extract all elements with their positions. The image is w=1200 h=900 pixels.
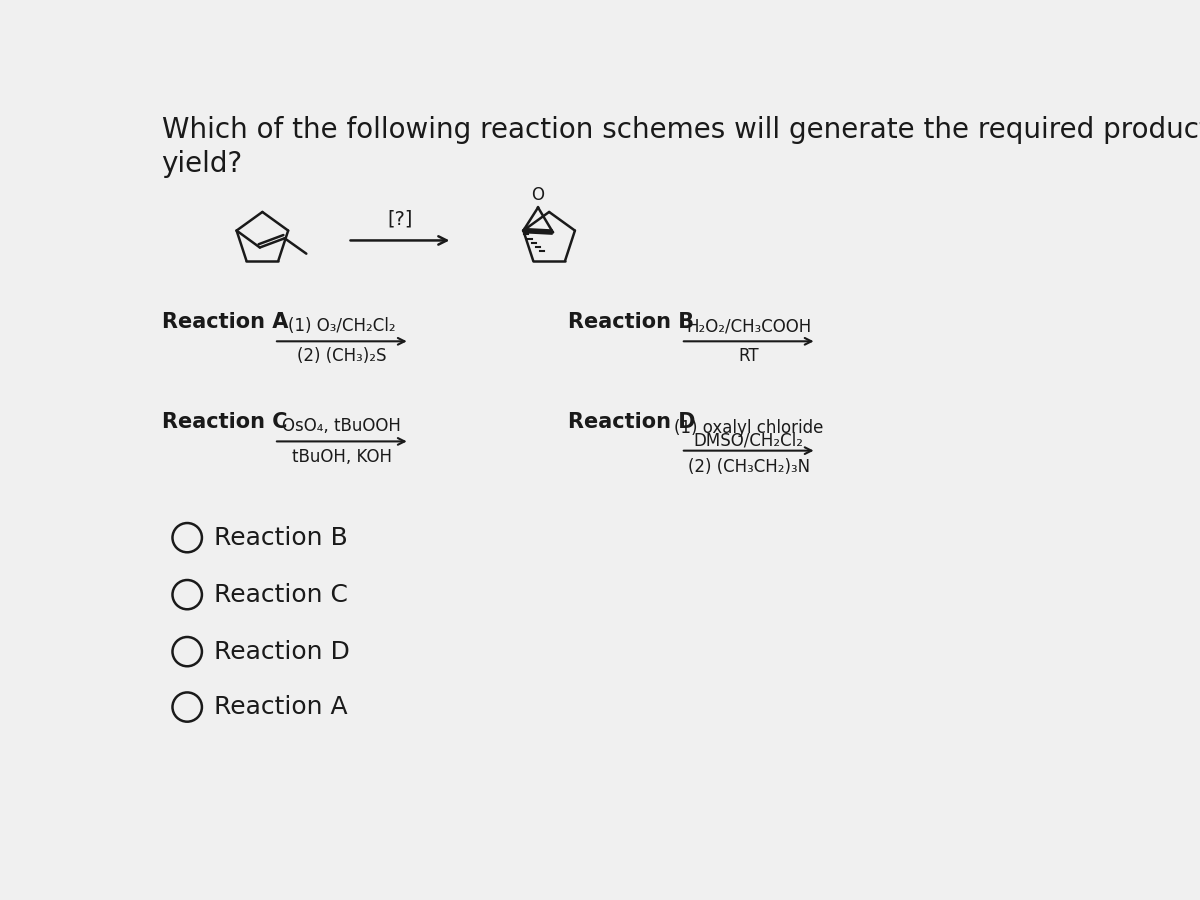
Text: Reaction D: Reaction D xyxy=(215,640,350,663)
Text: Reaction C: Reaction C xyxy=(215,582,348,607)
Text: Reaction C: Reaction C xyxy=(162,412,287,432)
Text: DMSO/CH₂Cl₂: DMSO/CH₂Cl₂ xyxy=(694,431,804,449)
Text: Reaction B: Reaction B xyxy=(215,526,348,550)
Text: RT: RT xyxy=(738,347,760,365)
Text: O: O xyxy=(532,185,545,203)
Text: Reaction B: Reaction B xyxy=(569,312,695,332)
Text: (2) (CH₃)₂S: (2) (CH₃)₂S xyxy=(298,347,386,365)
Text: [?]: [?] xyxy=(388,210,413,229)
Text: Reaction A: Reaction A xyxy=(162,312,288,332)
Text: (2) (CH₃CH₂)₃N: (2) (CH₃CH₂)₃N xyxy=(688,458,810,476)
Text: Reaction A: Reaction A xyxy=(215,695,348,719)
Text: yield?: yield? xyxy=(162,150,242,178)
Text: (1) oxalyl chloride: (1) oxalyl chloride xyxy=(674,418,823,436)
Text: OsO₄, tBuOOH: OsO₄, tBuOOH xyxy=(282,418,401,436)
Text: (1) O₃/CH₂Cl₂: (1) O₃/CH₂Cl₂ xyxy=(288,317,396,335)
Text: Which of the following reaction schemes will generate the required product in go: Which of the following reaction schemes … xyxy=(162,116,1200,144)
Text: Reaction D: Reaction D xyxy=(569,412,696,432)
Text: H₂O₂/CH₃COOH: H₂O₂/CH₃COOH xyxy=(686,317,811,335)
Text: tBuOH, KOH: tBuOH, KOH xyxy=(292,447,392,465)
